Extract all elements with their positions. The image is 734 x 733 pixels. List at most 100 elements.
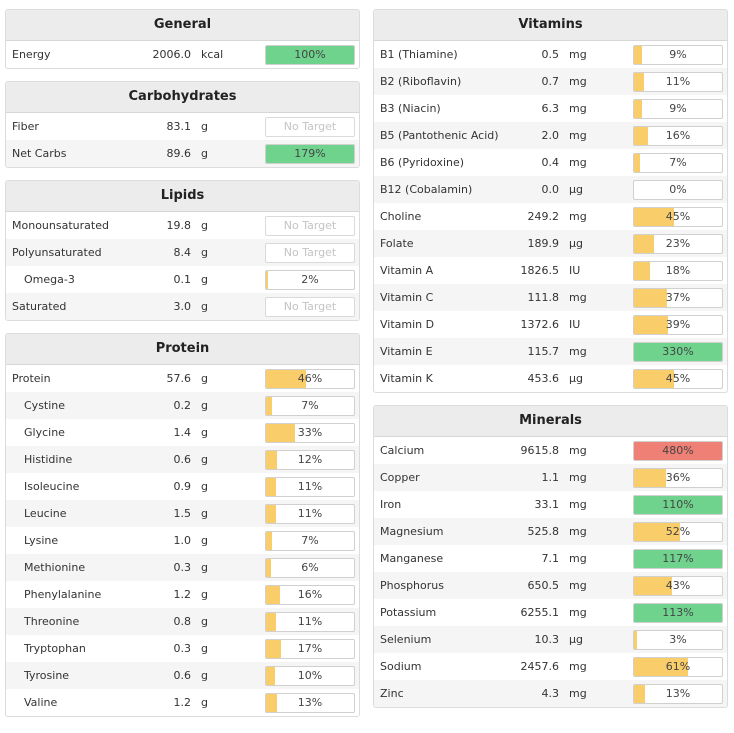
target-progress-fill — [266, 370, 307, 388]
nutrient-row-methionine[interactable]: Methionine 0.3 g 6% — [6, 554, 359, 581]
nutrient-row-b5-pantothenic-acid[interactable]: B5 (Pantothenic Acid) 2.0 mg 16% — [374, 122, 727, 149]
nutrient-row-threonine[interactable]: Threonine 0.8 g 11% — [6, 608, 359, 635]
nutrient-name: Tryptophan — [24, 642, 86, 655]
nutrient-amount: 2.0 — [541, 129, 560, 142]
target-progress-fill — [634, 550, 722, 568]
nutrient-row-lysine[interactable]: Lysine 1.0 g 7% — [6, 527, 359, 554]
nutrient-amount: 0.1 — [173, 273, 192, 286]
nutrient-unit: mg — [569, 156, 587, 169]
nutrient-amount: 0.6 — [173, 453, 192, 466]
nutrient-row-isoleucine[interactable]: Isoleucine 0.9 g 11% — [6, 473, 359, 500]
nutrient-row-vitamin-a[interactable]: Vitamin A 1826.5 IU 18% — [374, 257, 727, 284]
nutrient-row-copper[interactable]: Copper 1.1 mg 36% — [374, 464, 727, 491]
nutrient-row-cystine[interactable]: Cystine 0.2 g 7% — [6, 392, 359, 419]
target-progress-bar: 46% — [265, 369, 355, 389]
nutrient-name: Copper — [380, 471, 420, 484]
nutrient-row-histidine[interactable]: Histidine 0.6 g 12% — [6, 446, 359, 473]
nutrient-row-saturated[interactable]: Saturated 3.0 g No Target — [6, 293, 359, 320]
target-progress-fill — [266, 478, 276, 496]
nutrient-amount: 2006.0 — [152, 48, 192, 61]
nutrient-name: Omega-3 — [24, 273, 75, 286]
nutrient-amount: 3.0 — [173, 300, 192, 313]
target-progress-bar: 2% — [265, 270, 355, 290]
nutrient-row-glycine[interactable]: Glycine 1.4 g 33% — [6, 419, 359, 446]
nutrient-row-zinc[interactable]: Zinc 4.3 mg 13% — [374, 680, 727, 707]
target-progress-bar: 18% — [633, 261, 723, 281]
nutrient-row-monounsaturated[interactable]: Monounsaturated 19.8 g No Target — [6, 212, 359, 239]
minerals-panel: Minerals Calcium 9615.8 mg 480% Copper 1.1 mg 36… — [373, 405, 728, 708]
target-progress-bar: 11% — [265, 504, 355, 524]
nutrient-row-valine[interactable]: Valine 1.2 g 13% — [6, 689, 359, 716]
target-percent-label: 16% — [297, 588, 323, 601]
nutrient-row-b12-cobalamin[interactable]: B12 (Cobalamin) 0.0 µg 0% — [374, 176, 727, 203]
nutrient-name: Calcium — [380, 444, 425, 457]
nutrient-row-protein[interactable]: Protein 57.6 g 46% — [6, 365, 359, 392]
nutrient-row-phosphorus[interactable]: Phosphorus 650.5 mg 43% — [374, 572, 727, 599]
target-progress-bar: 45% — [633, 207, 723, 227]
nutrient-row-polyunsaturated[interactable]: Polyunsaturated 8.4 g No Target — [6, 239, 359, 266]
nutrient-row-calcium[interactable]: Calcium 9615.8 mg 480% — [374, 437, 727, 464]
target-percent-label: 45% — [665, 372, 691, 385]
target-progress-bar: 113% — [633, 603, 723, 623]
nutrient-row-b1-thiamine[interactable]: B1 (Thiamine) 0.5 mg 9% — [374, 41, 727, 68]
target-progress-fill — [266, 640, 281, 658]
nutrient-name: Cystine — [24, 399, 66, 412]
nutrient-amount: 1.0 — [173, 534, 192, 547]
nutrient-unit: g — [201, 399, 208, 412]
target-progress-bar: 179% — [265, 144, 355, 164]
nutrient-name: B1 (Thiamine) — [380, 48, 458, 61]
nutrient-row-tyrosine[interactable]: Tyrosine 0.6 g 10% — [6, 662, 359, 689]
target-progress-fill — [634, 658, 688, 676]
target-percent-label: 13% — [297, 696, 323, 709]
nutrient-row-manganese[interactable]: Manganese 7.1 mg 117% — [374, 545, 727, 572]
nutrient-row-iron[interactable]: Iron 33.1 mg 110% — [374, 491, 727, 518]
nutrient-row-potassium[interactable]: Potassium 6255.1 mg 113% — [374, 599, 727, 626]
nutrient-row-choline[interactable]: Choline 249.2 mg 45% — [374, 203, 727, 230]
target-progress-bar: 110% — [633, 495, 723, 515]
nutrient-row-vitamin-k[interactable]: Vitamin K 453.6 µg 45% — [374, 365, 727, 392]
nutrient-row-vitamin-d[interactable]: Vitamin D 1372.6 IU 39% — [374, 311, 727, 338]
nutrient-row-energy[interactable]: Energy 2006.0 kcal 100% — [6, 41, 359, 68]
nutrient-unit: IU — [569, 318, 581, 331]
nutrient-row-magnesium[interactable]: Magnesium 525.8 mg 52% — [374, 518, 727, 545]
nutrient-row-leucine[interactable]: Leucine 1.5 g 11% — [6, 500, 359, 527]
nutrient-name: Vitamin C — [380, 291, 434, 304]
nutrient-name: Potassium — [380, 606, 437, 619]
target-progress-fill — [634, 46, 642, 64]
nutrient-row-b2-riboflavin[interactable]: B2 (Riboflavin) 0.7 mg 11% — [374, 68, 727, 95]
nutrient-unit: g — [201, 696, 208, 709]
nutrient-row-sodium[interactable]: Sodium 2457.6 mg 61% — [374, 653, 727, 680]
target-progress-fill — [634, 154, 641, 172]
nutrient-row-fiber[interactable]: Fiber 83.1 g No Target — [6, 113, 359, 140]
nutrient-row-omega-3[interactable]: Omega-3 0.1 g 2% — [6, 266, 359, 293]
nutrient-amount: 0.9 — [173, 480, 192, 493]
nutrient-row-vitamin-e[interactable]: Vitamin E 115.7 mg 330% — [374, 338, 727, 365]
target-percent-label: 330% — [662, 345, 694, 358]
nutrient-amount: 650.5 — [527, 579, 560, 592]
target-progress-fill — [266, 424, 296, 442]
nutrient-amount: 7.1 — [541, 552, 560, 565]
target-percent-label: No Target — [283, 246, 337, 259]
nutrient-name: Energy — [12, 48, 51, 61]
nutrient-row-b3-niacin[interactable]: B3 (Niacin) 6.3 mg 9% — [374, 95, 727, 122]
nutrient-row-folate[interactable]: Folate 189.9 µg 23% — [374, 230, 727, 257]
target-percent-label: 113% — [662, 606, 694, 619]
target-progress-fill — [634, 496, 722, 514]
nutrient-name: Vitamin A — [380, 264, 434, 277]
nutrient-row-b6-pyridoxine[interactable]: B6 (Pyridoxine) 0.4 mg 7% — [374, 149, 727, 176]
nutrient-row-phenylalanine[interactable]: Phenylalanine 1.2 g 16% — [6, 581, 359, 608]
target-percent-label: 11% — [297, 480, 323, 493]
target-progress-fill — [266, 46, 354, 64]
nutrient-amount: 453.6 — [527, 372, 560, 385]
nutrient-row-selenium[interactable]: Selenium 10.3 µg 3% — [374, 626, 727, 653]
nutrient-row-tryptophan[interactable]: Tryptophan 0.3 g 17% — [6, 635, 359, 662]
nutrient-unit: mg — [569, 102, 587, 115]
nutrient-name: Manganese — [380, 552, 444, 565]
target-progress-fill — [634, 208, 674, 226]
nutrient-name: Polyunsaturated — [12, 246, 102, 259]
nutrient-unit: g — [201, 534, 208, 547]
nutrient-row-vitamin-c[interactable]: Vitamin C 111.8 mg 37% — [374, 284, 727, 311]
nutrient-row-net-carbs[interactable]: Net Carbs 89.6 g 179% — [6, 140, 359, 167]
target-progress-bar: 37% — [633, 288, 723, 308]
nutrient-amount: 189.9 — [527, 237, 560, 250]
